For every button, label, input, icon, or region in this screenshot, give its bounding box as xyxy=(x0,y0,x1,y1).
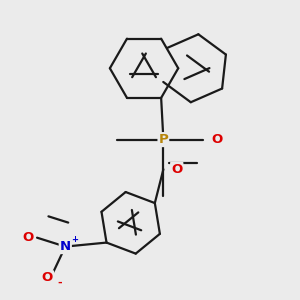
Text: P: P xyxy=(158,133,168,146)
Text: N: N xyxy=(60,240,71,253)
Text: +: + xyxy=(71,235,78,244)
Text: O: O xyxy=(42,271,53,284)
Text: O: O xyxy=(171,163,182,176)
Text: O: O xyxy=(211,133,223,146)
Text: -: - xyxy=(57,277,62,287)
Text: O: O xyxy=(22,231,34,244)
